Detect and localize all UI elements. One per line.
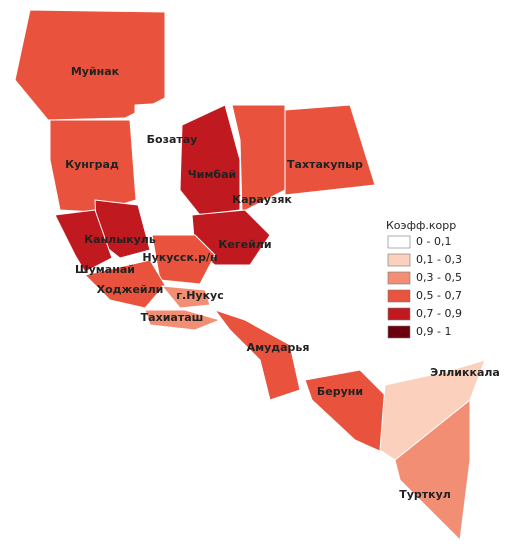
region — [84, 259, 166, 309]
region — [304, 369, 386, 453]
legend-label: 0 - 0,1 — [416, 235, 451, 248]
legend-swatch — [387, 253, 411, 267]
region-label: Муйнак — [71, 65, 120, 78]
region-label: Канлыкуль — [84, 233, 156, 246]
region — [179, 104, 241, 216]
region-label: Бозатау — [147, 133, 198, 146]
region — [214, 309, 301, 401]
legend-swatch — [387, 289, 411, 303]
region — [144, 309, 221, 331]
region — [161, 285, 211, 309]
region-label: Тахтакупыр — [287, 158, 363, 171]
region-label: Ходжейли — [97, 283, 164, 296]
region-label: Нукусск.р/н — [142, 251, 217, 264]
region — [151, 234, 216, 285]
legend-title: Коэфф.корр — [386, 219, 456, 232]
region-label: Турткул — [399, 488, 451, 501]
legend-label: 0,7 - 0,9 — [416, 307, 462, 320]
region — [54, 209, 113, 273]
legend-label: 0,3 - 0,5 — [416, 271, 462, 284]
region — [284, 104, 376, 196]
legend-swatch — [387, 325, 411, 339]
legend-label: 0,1 - 0,3 — [416, 253, 462, 266]
region-label: г.Нукус — [176, 289, 223, 302]
region-label: Шуманай — [75, 263, 135, 276]
legend-swatch — [387, 235, 411, 249]
legend-swatch — [387, 307, 411, 321]
legend-label: 0,5 - 0,7 — [416, 289, 462, 302]
legend-label: 0,9 - 1 — [416, 325, 451, 338]
region-label: Караузяк — [232, 193, 292, 206]
region-label: Амударья — [247, 341, 310, 354]
region-label: Элликкала — [430, 366, 500, 379]
region-label: Кегейли — [218, 238, 271, 251]
region-label: Кунград — [65, 158, 119, 171]
region-label: Беруни — [317, 385, 363, 398]
region — [231, 104, 286, 213]
region-label: Чимбай — [188, 168, 236, 181]
region-label: Тахиаташ — [141, 311, 204, 324]
legend: Коэфф.корр 0 - 0,1 0,1 - 0,3 0,3 - 0,5 0,5 … — [386, 219, 462, 339]
regions — [14, 9, 486, 541]
region — [14, 9, 166, 121]
region-labels: Муйнак Бозатау Кунград Чимбай Караузяк Тахтак… — [65, 65, 500, 501]
legend-swatch — [387, 271, 411, 285]
region — [394, 399, 471, 541]
